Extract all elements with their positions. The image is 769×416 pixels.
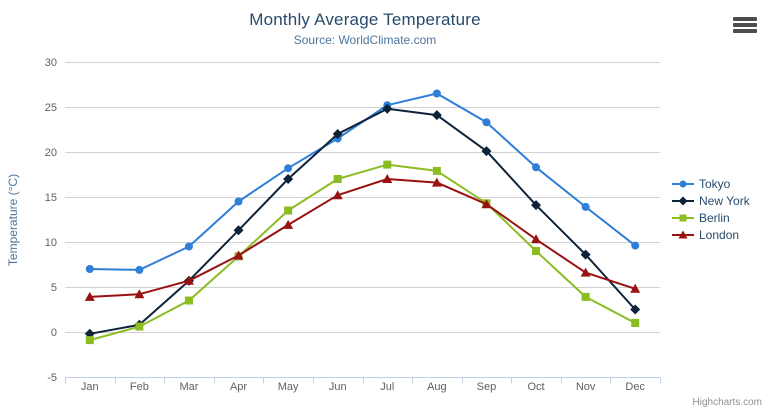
data-point-new-york-jun[interactable] [332,129,343,139]
data-point-london-jan[interactable] [84,291,95,301]
y-axis-label: 20 [45,147,57,159]
data-point-london-apr[interactable] [233,250,244,260]
series-line-tokyo[interactable] [88,92,637,271]
series-line-london[interactable] [88,178,637,298]
circle-legend-marker-icon [672,180,694,187]
data-point-tokyo-may[interactable] [284,164,293,173]
data-point-london-mar[interactable] [183,275,194,285]
x-axis-label: Dec [625,381,645,393]
data-point-london-dec[interactable] [630,283,641,293]
data-point-berlin-jan[interactable] [85,336,94,345]
data-point-new-york-may[interactable] [283,174,294,184]
y-axis-label: 25 [45,102,57,114]
data-point-tokyo-mar[interactable] [184,242,193,251]
square-glyph [679,214,687,221]
data-point-london-jul[interactable] [382,174,393,183]
square-legend-marker-icon [672,214,694,221]
chart-title: Monthly Average Temperature [249,10,481,29]
data-point-new-york-oct[interactable] [531,200,542,211]
data-point-tokyo-jan[interactable] [85,265,94,273]
legend: Tokyo New York Berlin London [672,175,750,243]
data-point-tokyo-feb[interactable] [135,265,144,274]
data-point-london-jun[interactable] [332,190,343,200]
series-line-new-york[interactable] [88,107,637,335]
x-axis-label: Feb [130,381,149,393]
data-point-new-york-sep[interactable] [481,146,492,157]
data-point-berlin-nov[interactable] [581,292,590,301]
data-point-berlin-jun[interactable] [333,175,342,183]
data-point-tokyo-apr[interactable] [234,197,243,206]
x-axis-label: Jul [380,381,394,393]
data-point-berlin-may[interactable] [284,206,293,215]
data-point-london-nov[interactable] [580,267,591,277]
y-axis-label: 30 [45,57,57,69]
x-axis-label: Jun [329,381,347,393]
data-point-new-york-nov[interactable] [580,249,591,260]
data-point-tokyo-dec[interactable] [631,241,640,250]
data-point-berlin-dec[interactable] [631,319,640,327]
circle-glyph [679,180,687,187]
data-point-london-may[interactable] [283,219,294,229]
data-point-tokyo-oct[interactable] [532,163,541,172]
data-point-new-york-jul[interactable] [382,103,393,114]
series-line-berlin[interactable] [88,163,637,342]
y-axis-label: 15 [45,192,57,204]
legend-item-berlin[interactable]: Berlin [672,209,750,226]
legend-label: Berlin [699,210,730,225]
legend-label: New York [699,193,750,208]
y-axis-label: 0 [51,327,57,339]
data-point-new-york-aug[interactable] [431,110,442,121]
legend-item-new-york[interactable]: New York [672,192,750,209]
legend-item-london[interactable]: London [672,226,750,243]
legend-label: London [699,227,740,242]
x-axis-label: May [278,381,299,393]
export-menu-button[interactable] [732,17,758,35]
data-point-berlin-feb[interactable] [135,322,144,331]
legend-item-tokyo[interactable]: Tokyo [672,175,750,192]
diamond-legend-marker-icon [672,196,694,205]
y-axis-title: Temperature (°C) [6,173,20,267]
legend-label: Tokyo [699,176,731,191]
data-point-berlin-aug[interactable] [432,166,441,175]
data-point-new-york-dec[interactable] [630,304,641,315]
data-point-berlin-mar[interactable] [184,296,193,305]
x-axis-label: Apr [230,381,247,393]
credits-link[interactable]: Highcharts.com [692,397,762,408]
data-point-new-york-apr[interactable] [233,225,244,236]
x-axis-label: Mar [179,381,198,393]
data-point-tokyo-nov[interactable] [581,202,590,211]
data-point-london-feb[interactable] [134,289,145,299]
chart-subtitle: Source: WorldClimate.com [293,33,437,47]
data-point-london-oct[interactable] [531,234,542,244]
data-point-berlin-oct[interactable] [532,247,541,255]
data-point-london-aug[interactable] [431,177,442,187]
data-point-london-sep[interactable] [481,199,492,209]
y-axis-label: 10 [45,237,57,249]
diamond-glyph [678,196,688,205]
x-axis-label: Aug [427,381,447,393]
data-point-tokyo-sep[interactable] [482,118,491,127]
y-axis-label: 5 [51,282,57,294]
x-axis-label: Jan [81,381,99,393]
data-point-berlin-jul[interactable] [383,160,392,169]
data-point-tokyo-aug[interactable] [432,89,441,98]
triangle-legend-marker-icon [672,230,694,238]
x-axis-label: Sep [477,381,497,393]
hamburger-icon [732,17,758,33]
triangle-glyph [678,230,688,238]
x-axis-label: Oct [527,381,544,393]
x-axis-label: Nov [576,381,596,393]
y-axis-label: -5 [47,372,57,384]
